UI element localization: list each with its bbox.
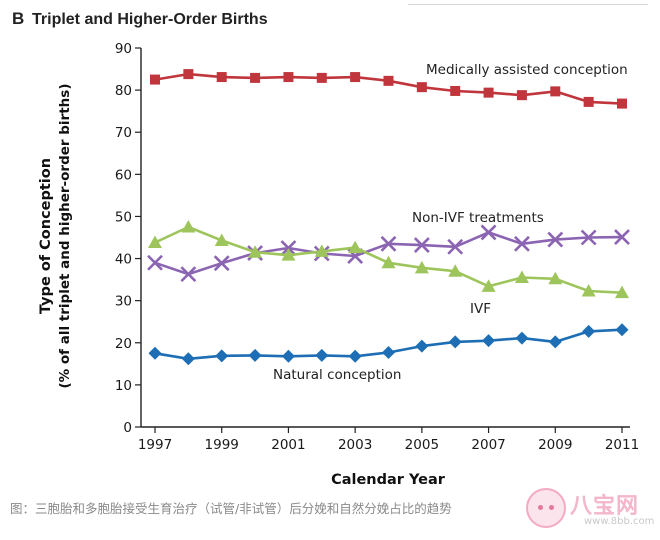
x-tick-label: 2009 xyxy=(538,437,572,453)
natural-point xyxy=(181,352,195,366)
y-tick-label: 50 xyxy=(115,209,132,225)
watermark: 八宝网 www.8bb.com xyxy=(526,486,656,534)
non-ivf-point xyxy=(147,254,163,271)
medically-assisted-point xyxy=(350,72,361,83)
ivf-point xyxy=(281,248,296,261)
top-divider xyxy=(408,0,648,5)
non-ivf-point xyxy=(514,235,530,252)
natural-point xyxy=(348,349,362,363)
ivf-point xyxy=(548,271,563,285)
medically-assisted-point xyxy=(183,69,194,80)
non-ivf-point xyxy=(547,231,564,248)
medically-assisted-point xyxy=(416,82,427,93)
y-tick-label: 90 xyxy=(115,41,132,57)
non-ivf-point xyxy=(614,229,630,245)
natural-point xyxy=(382,345,395,359)
medically-assisted-point xyxy=(150,74,160,85)
ivf-point xyxy=(148,235,162,249)
figure-caption: 图：三胞胎和多胞胎接受生育治疗（试管/非试管）后分娩和自然分娩占比的趋势 xyxy=(10,501,452,516)
label-non-ivf: Non-IVF treatments xyxy=(412,210,544,226)
ivf-point xyxy=(214,233,229,246)
y-tick-label: 80 xyxy=(115,83,132,99)
x-axis-title: Calendar Year xyxy=(331,472,446,488)
chart-title: Triplet and Higher-Order Births xyxy=(32,11,268,28)
y-axis-subtitle: (% of all triplet and higher-order birth… xyxy=(57,84,73,389)
medically-assisted-point xyxy=(617,98,627,109)
natural-point xyxy=(548,335,562,349)
medically-assisted-point xyxy=(383,75,394,86)
axes: 0 10 20 30 40 50 60 70 80 90 1997 1999 2001 2003 2005 2… xyxy=(115,41,639,453)
ivf-point xyxy=(248,245,263,258)
non-ivf-point xyxy=(480,224,497,241)
ivf-point xyxy=(581,283,596,297)
y-tick-label: 0 xyxy=(123,420,132,436)
ivf-point xyxy=(448,264,463,277)
x-tick-label: 1999 xyxy=(205,437,239,453)
medically-assisted-point xyxy=(516,90,527,101)
non-ivf-point xyxy=(580,229,597,246)
ivf-point xyxy=(314,244,329,257)
ivf-point xyxy=(514,270,529,284)
y-tick-label: 60 xyxy=(115,167,132,183)
non-ivf-point xyxy=(447,238,464,255)
mascot-icon xyxy=(526,488,566,528)
y-axis-title-group: Type of Conception (% of all triplet and… xyxy=(38,84,73,389)
ivf-point xyxy=(348,240,363,254)
watermark-brand: 八宝网 xyxy=(570,494,640,519)
series-natural xyxy=(148,323,629,366)
ivf-point xyxy=(481,279,496,292)
medically-assisted-point xyxy=(283,72,294,83)
natural-point xyxy=(415,339,429,353)
series-non-ivf xyxy=(147,224,630,283)
medically-assisted-point xyxy=(216,72,227,83)
y-tick-label: 20 xyxy=(115,336,132,352)
panel-letter: B xyxy=(12,9,24,28)
label-medically-assisted: Medically assisted conception xyxy=(426,62,628,78)
x-tick-label: 2003 xyxy=(338,437,372,453)
x-tick-label: 2007 xyxy=(471,437,505,453)
ivf-point xyxy=(414,260,429,274)
medically-assisted-point xyxy=(483,87,494,98)
natural-point xyxy=(315,348,329,362)
natural-point xyxy=(615,323,629,337)
natural-point xyxy=(148,346,162,360)
medically-assisted-point xyxy=(316,72,327,83)
x-tick-label: 2011 xyxy=(605,437,639,453)
non-ivf-point xyxy=(280,240,297,256)
natural-point xyxy=(248,348,262,362)
non-ivf-point xyxy=(180,266,197,283)
natural-point xyxy=(515,331,529,345)
medically-assisted-point xyxy=(450,85,461,96)
natural-point xyxy=(582,324,596,338)
series-layer xyxy=(147,69,630,366)
x-tick-label: 1997 xyxy=(138,437,172,453)
ivf-point xyxy=(381,255,396,269)
x-tick-label: 2001 xyxy=(271,437,305,453)
watermark-url: www.8bb.com xyxy=(584,516,655,527)
series-medically-assisted xyxy=(150,69,627,109)
line-chart: B Triplet and Higher-Order Births Type o… xyxy=(12,9,639,488)
non-ivf-point xyxy=(413,237,430,253)
x-tick-label: 2005 xyxy=(405,437,439,453)
y-tick-label: 30 xyxy=(115,294,132,310)
non-ivf-point xyxy=(213,255,230,272)
natural-point xyxy=(215,349,229,363)
medically-assisted-point xyxy=(250,72,261,83)
label-natural: Natural conception xyxy=(273,367,401,383)
non-ivf-point xyxy=(380,235,397,252)
label-ivf: IVF xyxy=(470,301,491,317)
ivf-point xyxy=(615,285,629,299)
medically-assisted-point xyxy=(583,96,594,107)
natural-point xyxy=(482,334,496,348)
medically-assisted-point xyxy=(550,86,561,97)
y-axis-title: Type of Conception xyxy=(38,158,54,314)
ivf-point xyxy=(181,219,196,233)
y-tick-label: 40 xyxy=(115,252,132,268)
natural-point xyxy=(448,335,462,349)
y-tick-label: 70 xyxy=(115,125,132,141)
series-ivf xyxy=(148,219,629,299)
y-tick-label: 10 xyxy=(115,378,132,394)
natural-point xyxy=(281,349,295,363)
